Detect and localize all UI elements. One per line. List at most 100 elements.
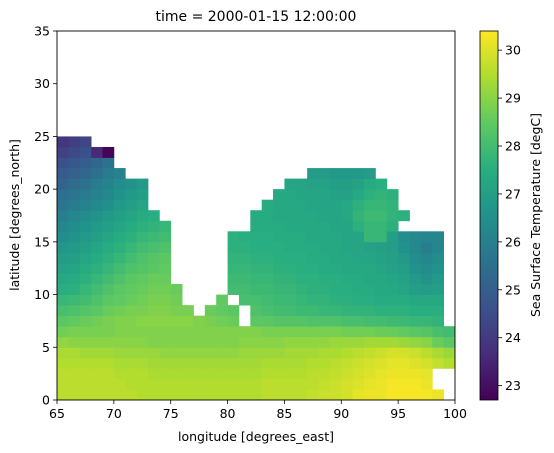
heatmap-cell <box>79 368 92 380</box>
heatmap-cell <box>307 262 319 274</box>
heatmap-cell <box>57 220 69 232</box>
heatmap-cell <box>284 273 297 285</box>
heatmap-cell <box>216 336 228 348</box>
heatmap-cell <box>307 168 319 179</box>
heatmap-cell <box>147 252 160 264</box>
heatmap-cell <box>113 199 126 211</box>
heatmap-cell <box>329 305 342 317</box>
heatmap-cell <box>341 347 354 359</box>
heatmap-cell <box>386 305 399 317</box>
heatmap-cell <box>375 178 388 190</box>
heatmap-cell <box>364 262 376 274</box>
colorbar-tick-label: 24 <box>505 330 521 345</box>
heatmap-cell <box>250 231 263 243</box>
heatmap-cell <box>102 199 115 211</box>
heatmap-cell <box>420 326 433 338</box>
heatmap-cell <box>352 199 365 211</box>
heatmap-cell <box>284 347 297 359</box>
heatmap-cell <box>284 220 297 232</box>
heatmap-cell <box>113 189 126 201</box>
heatmap-cell <box>250 262 263 274</box>
heatmap-cell <box>261 241 274 253</box>
heatmap-cell <box>91 378 103 390</box>
heatmap-cell <box>318 210 331 222</box>
heatmap-cell <box>227 231 240 243</box>
heatmap-cell <box>364 368 376 380</box>
heatmap-cell <box>238 252 251 264</box>
heatmap-cell <box>352 326 365 338</box>
heatmap-cell <box>318 284 331 295</box>
heatmap-cell <box>409 315 422 327</box>
heatmap-cell <box>147 378 160 390</box>
heatmap-cell <box>273 220 285 232</box>
heatmap-cell <box>147 357 160 369</box>
heatmap-cell <box>79 336 92 348</box>
heatmap-cell <box>68 241 81 253</box>
heatmap-cell <box>398 389 410 400</box>
heatmap-cell <box>159 347 172 359</box>
y-axis: 0 5 10 15 20 25 30 35 <box>34 24 57 408</box>
heatmap-cell <box>79 189 92 201</box>
heatmap-cell <box>68 284 81 295</box>
heatmap-cell <box>238 378 251 390</box>
heatmap-cell <box>102 378 115 390</box>
heatmap-cell <box>57 146 69 158</box>
heatmap-cell <box>318 305 331 317</box>
heatmap-cell <box>364 336 376 348</box>
heatmap-cell <box>375 368 388 380</box>
heatmap-cell <box>125 389 137 400</box>
heatmap-cell <box>341 231 354 243</box>
heatmap-cell <box>409 389 422 400</box>
heatmap-cell <box>375 252 388 264</box>
heatmap-cell <box>238 273 251 285</box>
heatmap-cell <box>182 378 194 390</box>
heatmap-cell <box>193 378 206 390</box>
heatmap-cell <box>113 168 126 179</box>
heatmap-cell <box>91 305 103 317</box>
heatmap-cell <box>250 252 263 264</box>
heatmap-cell <box>170 305 183 317</box>
heatmap-cell <box>79 262 92 274</box>
heatmap-cell <box>68 368 81 380</box>
heatmap-cell <box>409 347 422 359</box>
heatmap-cell <box>295 189 308 201</box>
colorbar-axis: 23 24 25 26 27 28 29 30 <box>498 43 521 393</box>
heatmap-cell <box>307 347 319 359</box>
heatmap-cell <box>91 252 103 264</box>
heatmap-cell <box>57 168 69 179</box>
heatmap-cell <box>113 241 126 253</box>
heatmap-cell <box>113 347 126 359</box>
heatmap-cell <box>102 315 115 327</box>
heatmap-cell <box>432 262 445 274</box>
heatmap-cell <box>432 305 445 317</box>
heatmap-cell <box>432 231 445 243</box>
heatmap-cell <box>91 241 103 253</box>
x-tick-label: 65 <box>49 406 65 421</box>
heatmap-cell <box>227 389 240 400</box>
heatmap-cell <box>125 178 137 190</box>
heatmap-cell <box>136 368 149 380</box>
heatmap-cell <box>57 294 69 306</box>
heatmap-cell <box>273 389 285 400</box>
heatmap-cell <box>238 347 251 359</box>
heatmap-cell <box>136 336 149 348</box>
heatmap-cell <box>113 315 126 327</box>
heatmap-cell <box>204 336 217 348</box>
heatmap-cell <box>136 210 149 222</box>
heatmap-cell <box>386 315 399 327</box>
heatmap-cell <box>113 231 126 243</box>
heatmap-cell <box>409 231 422 243</box>
heatmap-cell <box>250 241 263 253</box>
heatmap-cell <box>238 389 251 400</box>
heatmap-cell <box>57 284 69 295</box>
heatmap-cell <box>216 357 228 369</box>
heatmap-cell <box>159 252 172 264</box>
heatmap-cell <box>204 368 217 380</box>
heatmap-cell <box>147 210 160 222</box>
heatmap-cell <box>284 305 297 317</box>
heatmap-cell <box>238 262 251 274</box>
heatmap-cell <box>386 347 399 359</box>
heatmap-cell <box>307 210 319 222</box>
heatmap-cell <box>318 315 331 327</box>
